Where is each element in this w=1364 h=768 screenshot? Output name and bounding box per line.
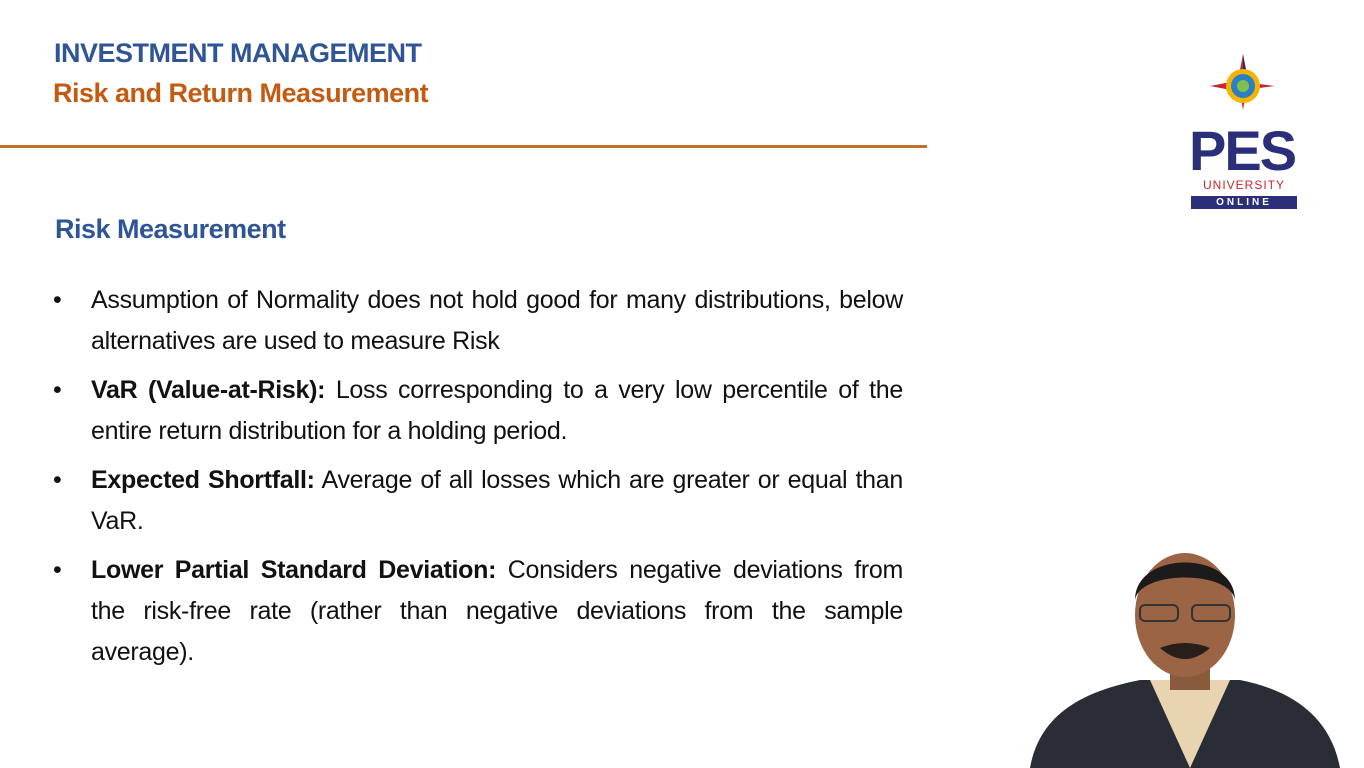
logo-line: ONLINE <box>1191 196 1297 209</box>
course-subtitle: Risk and Return Measurement <box>53 78 429 108</box>
course-title: INVESTMENT MANAGEMENT <box>54 38 422 68</box>
bullet-text: Loss corresponding to a very low percent… <box>91 376 903 445</box>
section-heading: Risk Measurement <box>55 214 286 244</box>
bullet-text: Considers negative deviations from the r… <box>91 556 904 666</box>
logo-line: UNIVERSITY <box>1202 178 1285 192</box>
logo-emblem <box>1210 54 1275 110</box>
bullet-term: Expected Shortfall: <box>91 466 315 494</box>
bullet-text: Assumption of Normality does not hold go… <box>91 286 903 355</box>
bullet-list: Assumption of Normality does not hold go… <box>50 280 903 681</box>
presenter-video <box>1030 553 1340 768</box>
divider <box>0 145 927 148</box>
bullet: VaR (Value-at-Risk): Loss corresponding … <box>50 370 903 452</box>
bullet-text: Average of all losses which are greater … <box>91 466 903 535</box>
bullet: Expected Shortfall: Average of all losse… <box>50 460 903 542</box>
logo-name: PES <box>1189 119 1297 182</box>
bullet: Assumption of Normality does not hold go… <box>50 280 903 362</box>
bullet: Lower Partial Standard Deviation: Consid… <box>50 550 903 673</box>
bullet-term: VaR (Value-at-Risk): <box>91 376 326 404</box>
bullet-term: Lower Partial Standard Deviation: <box>91 556 497 584</box>
